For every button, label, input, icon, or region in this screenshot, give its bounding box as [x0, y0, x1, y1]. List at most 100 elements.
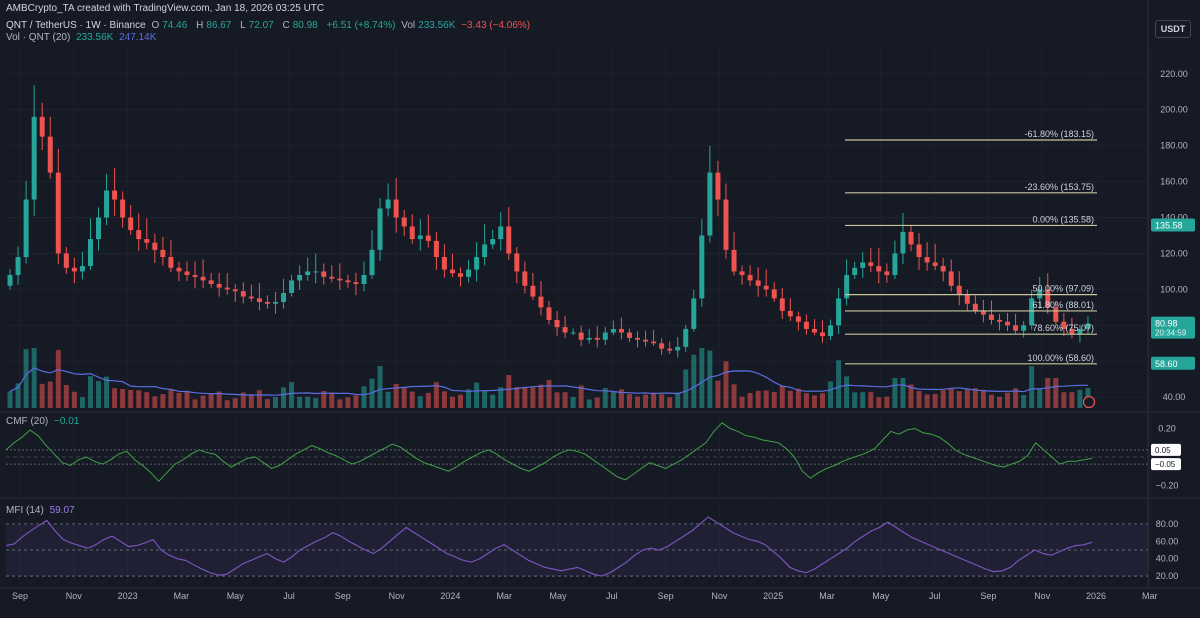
volume-bar — [240, 392, 246, 408]
volume-bar — [900, 378, 906, 408]
y-tick-label: 180.00 — [1160, 141, 1188, 151]
volume-bar — [546, 380, 552, 408]
volume-bar — [385, 391, 391, 408]
volume-bar — [1037, 388, 1043, 408]
volume-bar — [610, 391, 616, 408]
candle-body — [980, 310, 986, 315]
volume-bar — [120, 389, 126, 408]
volume-bar — [940, 390, 946, 408]
volume-bar — [104, 376, 110, 408]
x-tick-label: Sep — [658, 591, 674, 601]
candle-body — [1045, 289, 1051, 308]
price-change: +6.51 (+8.74%) — [326, 20, 396, 31]
candle-body — [1085, 323, 1091, 329]
candle-body — [1005, 321, 1011, 326]
candle-body — [554, 319, 560, 328]
volume-bar — [393, 384, 399, 408]
candle-body — [779, 298, 785, 311]
fib-level-label: 61.80% (88.01) — [1032, 300, 1094, 310]
countdown-label: 20:34:59 — [1155, 329, 1187, 338]
volume-bar — [618, 389, 624, 408]
candle-body — [184, 271, 190, 276]
fib-level-label: 100.00% (58.60) — [1027, 353, 1094, 363]
volume-bar — [836, 360, 842, 408]
volume-bar — [675, 392, 681, 408]
y-tick-label: 40.00 — [1163, 392, 1186, 402]
symbol-title: QNT / TetherUS · 1W · Binance — [6, 20, 146, 31]
candle-body — [248, 296, 254, 299]
candle-body — [634, 337, 640, 340]
candle-body — [313, 271, 319, 273]
candle-body — [264, 301, 270, 304]
candle-body — [160, 249, 166, 258]
candle-body — [562, 327, 568, 333]
volume-bar — [23, 349, 29, 408]
volume-bar — [248, 394, 254, 408]
candle-body — [771, 289, 777, 299]
candle-body — [112, 190, 118, 200]
x-tick-label: Mar — [174, 591, 190, 601]
candle-body — [876, 266, 882, 272]
candle-body — [353, 282, 359, 285]
mfi-tick-label: 20.00 — [1156, 571, 1179, 581]
candle-body — [176, 267, 182, 272]
volume-bar — [506, 375, 512, 408]
volume-bar — [112, 388, 118, 408]
candle-body — [940, 266, 946, 272]
candle-body — [530, 285, 536, 297]
volume-bar — [522, 386, 528, 408]
volume-bar — [1021, 394, 1027, 408]
volume-ma-line — [9, 367, 1088, 396]
candle-body — [224, 287, 230, 290]
volume-bar — [87, 376, 93, 408]
cmf-band-tag-label: −0.05 — [1155, 460, 1176, 469]
candle-body — [498, 226, 504, 240]
fib-level-label: 50.00% (97.09) — [1032, 284, 1094, 294]
mfi-tick-label: 40.00 — [1156, 554, 1179, 564]
candle-body — [474, 257, 480, 270]
candle-body — [892, 253, 898, 276]
currency-button[interactable]: USDT — [1155, 20, 1191, 38]
mfi-label: MFI (14) — [6, 505, 44, 516]
candle-body — [240, 291, 246, 297]
volume-bar — [860, 392, 866, 408]
volume-bar — [747, 393, 753, 408]
volume-bar — [289, 382, 295, 408]
candle-body — [506, 226, 512, 254]
volume-bar — [723, 361, 729, 408]
volume-value: 233.56K — [418, 20, 456, 31]
mfi-value: 59.07 — [49, 505, 75, 516]
candle-body — [828, 325, 834, 337]
candle-body — [168, 257, 174, 268]
candle-body — [96, 217, 102, 240]
cmf-legend: CMF (20) −0.01 — [6, 416, 82, 427]
volume-bar — [634, 396, 640, 408]
candle-body — [329, 276, 335, 279]
candle-body — [272, 301, 278, 304]
volume-bar — [996, 396, 1002, 408]
mfi-tick-label: 80.00 — [1156, 519, 1179, 529]
volume-bar — [39, 383, 45, 408]
volume-bar — [884, 396, 890, 408]
candle-body — [79, 266, 85, 272]
volume-bar — [1013, 388, 1019, 408]
volume-bar — [1053, 378, 1059, 408]
candle-body — [699, 235, 705, 299]
volume-bar — [425, 392, 431, 408]
chart-credit: AMBCrypto_TA created with TradingView.co… — [6, 3, 325, 14]
volume-bar — [15, 383, 21, 408]
candle-body — [972, 303, 978, 311]
candle-body — [932, 262, 938, 267]
volume-bar — [79, 397, 85, 408]
candle-body — [908, 231, 914, 245]
candle-body — [490, 239, 496, 245]
candle-body — [747, 275, 753, 281]
fib-level-label: -61.80% (183.15) — [1024, 129, 1094, 139]
candle-body — [948, 271, 954, 286]
volume-bar — [1077, 389, 1083, 408]
volume-bar — [988, 394, 994, 408]
volume-bar — [956, 391, 962, 408]
cmf-label: CMF (20) — [6, 416, 49, 427]
cmf-value: −0.01 — [54, 416, 80, 427]
